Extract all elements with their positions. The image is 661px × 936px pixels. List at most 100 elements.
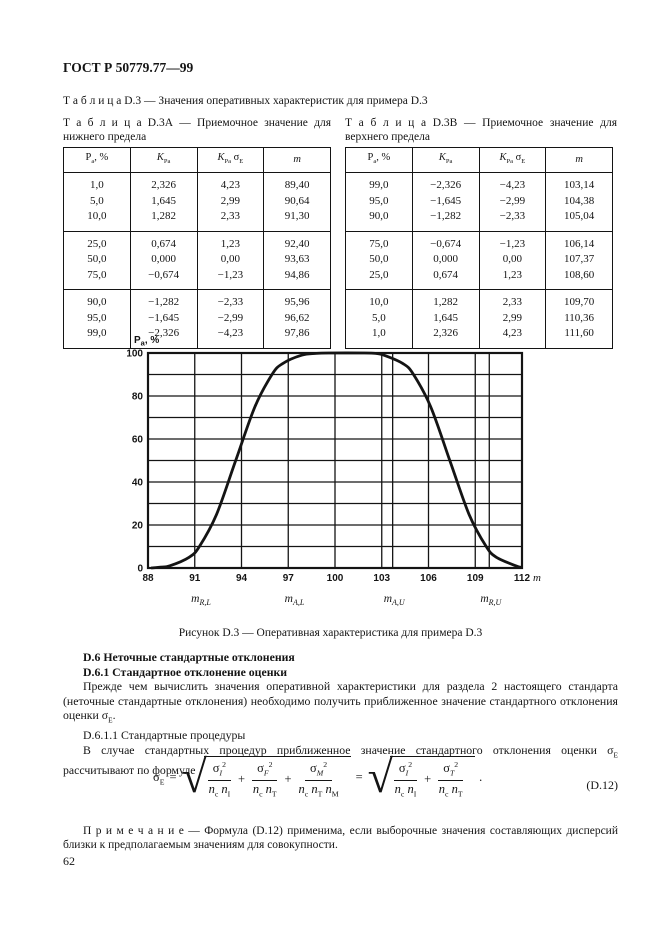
table-cell: 95,0 bbox=[369, 194, 389, 207]
table-cell: −2,326 bbox=[411, 172, 479, 194]
table-row: 50,0 0,000 0,00 107,37 bbox=[346, 252, 613, 268]
table-row: 50,0 0,000 0,00 93,63 bbox=[64, 252, 331, 268]
svg-text:112: 112 bbox=[514, 573, 531, 584]
table-cell: 0,000 bbox=[411, 252, 479, 268]
fraction-numerator: σF2 bbox=[252, 760, 278, 781]
table-row: 90,0 −1,282 −2,33 105,04 bbox=[346, 209, 613, 231]
figure-caption: Рисунок D.3 — Оперативная характеристика… bbox=[178, 627, 483, 639]
svg-text:106: 106 bbox=[420, 573, 437, 584]
fraction: σF2 nc nT bbox=[252, 760, 278, 799]
table-cell: 0,00 bbox=[196, 252, 264, 268]
table-cell: 0,000 bbox=[129, 252, 197, 268]
svg-text:20: 20 bbox=[132, 521, 144, 532]
svg-text:80: 80 bbox=[132, 392, 144, 403]
table-d3b-caption: Т а б л и ц а D.3В — Приемочное значение… bbox=[345, 117, 617, 143]
column-header: Pа, % bbox=[85, 152, 109, 166]
table-cell: −1,23 bbox=[196, 267, 264, 290]
table-cell: 99,0 bbox=[369, 179, 389, 191]
table-cell: 106,14 bbox=[545, 231, 613, 252]
table-row: 95,0 −1,645 −2,99 104,38 bbox=[346, 193, 613, 209]
table-row: 99,0 −2,326 −4,23 97,86 bbox=[64, 326, 331, 348]
table-row: 1,0 2,326 4,23 111,60 bbox=[346, 326, 613, 348]
table-cell: 107,37 bbox=[545, 252, 613, 268]
note-paragraph: П р и м е ч а н и е — Формула (D.12) при… bbox=[63, 824, 618, 853]
table-cell: 95,96 bbox=[263, 289, 331, 311]
svg-text:mA,L: mA,L bbox=[285, 593, 305, 607]
table-row: 25,0 0,674 1,23 108,60 bbox=[346, 267, 613, 290]
table-cell: 1,0 bbox=[372, 327, 386, 339]
table-cell: 0,00 bbox=[478, 252, 546, 268]
table-cell: 25,0 bbox=[369, 268, 389, 281]
svg-text:97: 97 bbox=[283, 573, 295, 584]
table-cell: 1,23 bbox=[196, 231, 264, 252]
table-row: 1,0 2,326 4,23 89,40 bbox=[64, 172, 331, 194]
section-d6: D.6 Неточные стандартные отклонения D.6.… bbox=[63, 650, 618, 777]
table-cell: 95,0 bbox=[87, 311, 107, 324]
svg-text:100: 100 bbox=[327, 573, 344, 584]
fraction: σI2 nc nI bbox=[393, 760, 418, 799]
plus-sign: + bbox=[424, 772, 432, 787]
table-cell: 0,674 bbox=[411, 267, 479, 290]
page-number: 62 bbox=[63, 854, 75, 868]
table-row: 75,0 −0,674 −1,23 94,86 bbox=[64, 267, 331, 290]
table-cell: −1,282 bbox=[129, 289, 197, 311]
table-row: 10,0 1,282 2,33 109,70 bbox=[346, 289, 613, 311]
table-cell: −1,282 bbox=[411, 209, 479, 231]
table-cell: −2,33 bbox=[478, 209, 546, 231]
formula-d12-row: σE = √ σI2 nc nI + σF2 nc nT + σM2 nc nT nM = √… bbox=[63, 751, 618, 818]
table-cell: 1,0 bbox=[90, 179, 104, 191]
table-cell: −2,99 bbox=[196, 310, 264, 326]
table-cell: 104,38 bbox=[545, 193, 613, 209]
table-d3b-grid: Pа, % KPа KPа σE m 99,0 −2,326 −4,23 103,14 95,0… bbox=[345, 147, 613, 349]
svg-text:100: 100 bbox=[126, 349, 143, 360]
fraction-numerator: σM2 bbox=[305, 760, 333, 781]
column-header: KPа σE bbox=[478, 147, 546, 173]
table-cell: 2,99 bbox=[196, 193, 264, 209]
table-cell: 1,282 bbox=[411, 289, 479, 311]
svg-text:mR,L: mR,L bbox=[191, 593, 211, 607]
table-cell: 97,86 bbox=[263, 326, 331, 348]
table-d3a: Pа, % KPа KPа σE m 1,0 2,326 4,23 89,40 5,0 1,645… bbox=[63, 147, 331, 349]
table-cell: 50,0 bbox=[369, 253, 389, 265]
table-row: 10,0 1,282 2,33 91,30 bbox=[64, 209, 331, 231]
column-header: KPа σE bbox=[196, 147, 264, 173]
oc-chart: 0 20 40 60 80 100 88 91 94 97 100 103 106 109 112 m Pа, … bbox=[108, 330, 558, 626]
table-cell: 50,0 bbox=[87, 253, 107, 265]
radical-sign: √ bbox=[367, 751, 393, 803]
table-cell: 90,0 bbox=[369, 210, 389, 222]
formula-d12: σE = √ σI2 nc nI + σF2 nc nT + σM2 nc nT nM = √… bbox=[153, 751, 482, 803]
table-cell: 5,0 bbox=[90, 194, 104, 207]
table-cell: 1,645 bbox=[411, 310, 479, 326]
fraction-numerator: σT2 bbox=[438, 760, 464, 781]
column-header: KPа bbox=[411, 147, 479, 173]
table-header-row: Pа, % KPа KPа σE m bbox=[64, 147, 331, 173]
column-header: m bbox=[545, 147, 613, 173]
standard-code: ГОСТ Р 50779.77—99 bbox=[63, 60, 194, 75]
table-cell: 2,33 bbox=[196, 209, 264, 231]
table-d3a-grid: Pа, % KPа KPа σE m 1,0 2,326 4,23 89,40 5,0 1,645… bbox=[63, 147, 331, 349]
table-cell: −2,99 bbox=[478, 193, 546, 209]
svg-text:40: 40 bbox=[132, 478, 144, 489]
svg-text:60: 60 bbox=[132, 435, 144, 446]
table-cell: 93,63 bbox=[263, 252, 331, 268]
table-cell: 10,0 bbox=[369, 296, 389, 308]
svg-text:94: 94 bbox=[236, 573, 248, 584]
table-cell: −0,674 bbox=[411, 231, 479, 252]
table-cell: 4,23 bbox=[196, 172, 264, 194]
table-row: 25,0 0,674 1,23 92,40 bbox=[64, 231, 331, 252]
fraction-denominator: nc nT nM bbox=[298, 781, 339, 799]
table-cell: −0,674 bbox=[129, 267, 197, 290]
table-cell: 103,14 bbox=[545, 172, 613, 194]
table-cell: 75,0 bbox=[87, 268, 107, 281]
table-cell: 5,0 bbox=[372, 311, 386, 324]
oc-chart-svg: 0 20 40 60 80 100 88 91 94 97 100 103 106 109 112 m Pа, … bbox=[126, 335, 541, 607]
svg-text:91: 91 bbox=[189, 573, 201, 584]
table-cell: −1,645 bbox=[129, 310, 197, 326]
table-cell: 2,326 bbox=[129, 172, 197, 194]
fraction: σT2 nc nT bbox=[438, 760, 464, 799]
svg-text:103: 103 bbox=[373, 573, 390, 584]
table-cell: −4,23 bbox=[478, 172, 546, 194]
table-cell: −4,23 bbox=[196, 326, 264, 348]
table-cell: 1,282 bbox=[129, 209, 197, 231]
fraction-denominator: nc nT bbox=[438, 781, 463, 799]
